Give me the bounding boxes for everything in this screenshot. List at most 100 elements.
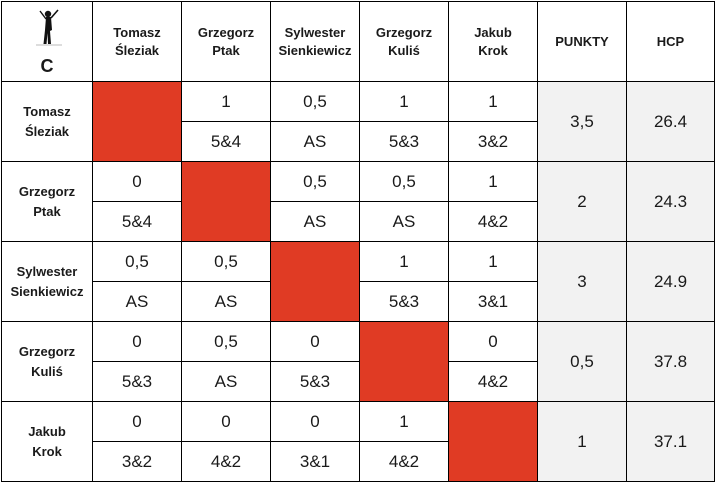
golfer-icon bbox=[36, 9, 62, 46]
row-header-last: Ptak bbox=[33, 203, 61, 219]
row-header-first: Tomasz bbox=[23, 103, 71, 119]
match-points: 1 bbox=[181, 81, 271, 122]
column-header: Grzegorz Ptak bbox=[181, 1, 271, 82]
row-header: Grzegorz Kuliś bbox=[1, 321, 93, 402]
column-header-last: Sienkiewicz bbox=[278, 42, 352, 58]
match-points: 0 bbox=[270, 321, 360, 362]
match-result: 4&2 bbox=[448, 201, 538, 242]
header-row: C Tomasz Śleziak Grzegorz Ptak Sylwester… bbox=[1, 1, 715, 82]
total-points: 2 bbox=[537, 161, 627, 242]
player-row: Tomasz Śleziak 1 0,5 1 1 3,5 26.4 bbox=[1, 81, 715, 162]
match-points: 1 bbox=[359, 81, 449, 122]
column-header-first: Jakub bbox=[474, 24, 512, 40]
corner-cell: C bbox=[1, 1, 93, 82]
hcp-header: HCP bbox=[626, 1, 715, 82]
self-match-cell bbox=[181, 161, 271, 242]
match-result: AS bbox=[181, 281, 271, 322]
match-result: AS bbox=[181, 361, 271, 402]
match-result: 4&2 bbox=[359, 441, 449, 482]
handicap: 37.1 bbox=[626, 401, 715, 482]
self-match-cell bbox=[359, 321, 449, 402]
total-points: 1 bbox=[537, 401, 627, 482]
match-result: 5&3 bbox=[270, 361, 360, 402]
handicap: 24.3 bbox=[626, 161, 715, 242]
self-match-cell bbox=[92, 81, 182, 162]
match-result: 5&3 bbox=[359, 281, 449, 322]
row-header-first: Grzegorz bbox=[18, 343, 76, 359]
group-label: C bbox=[40, 56, 54, 76]
player-row-results: 5&3 AS 5&3 4&2 bbox=[2, 361, 715, 402]
row-header: Jakub Krok bbox=[1, 401, 93, 482]
total-points: 3,5 bbox=[537, 81, 627, 162]
match-result: AS bbox=[270, 201, 360, 242]
player-row: Grzegorz Kuliś 0 0,5 0 0 0,5 37.8 bbox=[1, 321, 715, 402]
column-header-last: Śleziak bbox=[114, 42, 160, 58]
column-header-last: Krok bbox=[478, 42, 508, 58]
row-header-first: Sylwester bbox=[16, 263, 78, 279]
match-result: 3&2 bbox=[448, 121, 538, 162]
player-row: Sylwester Sienkiewicz 0,5 0,5 1 1 3 24.9 bbox=[1, 241, 715, 322]
handicap: 26.4 bbox=[626, 81, 715, 162]
match-result: AS bbox=[92, 281, 182, 322]
match-result: 3&1 bbox=[448, 281, 538, 322]
row-header-last: Sienkiewicz bbox=[10, 283, 84, 299]
match-result: 3&1 bbox=[270, 441, 360, 482]
points-header: PUNKTY bbox=[537, 1, 627, 82]
match-points: 0 bbox=[270, 401, 360, 442]
row-header-last: Śleziak bbox=[24, 123, 70, 139]
match-points: 0,5 bbox=[181, 241, 271, 282]
match-points: 1 bbox=[448, 161, 538, 202]
match-points: 1 bbox=[359, 241, 449, 282]
row-header-last: Krok bbox=[32, 443, 62, 459]
match-result: AS bbox=[270, 121, 360, 162]
match-points: 1 bbox=[448, 241, 538, 282]
player-row: Jakub Krok 0 0 0 1 1 37.1 bbox=[1, 401, 715, 482]
column-header-last: Kuliś bbox=[388, 42, 420, 58]
match-points: 0,5 bbox=[359, 161, 449, 202]
column-header-first: Grzegorz bbox=[197, 24, 255, 40]
match-points: 1 bbox=[448, 81, 538, 122]
match-points: 0 bbox=[448, 321, 538, 362]
handicap: 24.9 bbox=[626, 241, 715, 322]
match-points: 0 bbox=[92, 401, 182, 442]
total-points: 0,5 bbox=[537, 321, 627, 402]
column-header-last: Ptak bbox=[212, 42, 240, 58]
match-result: 4&2 bbox=[448, 361, 538, 402]
column-header-first: Sylwester bbox=[284, 24, 346, 40]
match-result: AS bbox=[359, 201, 449, 242]
match-result: 5&4 bbox=[92, 201, 182, 242]
match-points: 0,5 bbox=[181, 321, 271, 362]
column-header-first: Tomasz bbox=[113, 24, 161, 40]
row-header-first: Grzegorz bbox=[18, 183, 76, 199]
match-result: 4&2 bbox=[181, 441, 271, 482]
row-header: Sylwester Sienkiewicz bbox=[1, 241, 93, 322]
row-header-first: Jakub bbox=[28, 423, 66, 439]
match-points: 0 bbox=[181, 401, 271, 442]
match-points: 1 bbox=[359, 401, 449, 442]
column-header: Grzegorz Kuliś bbox=[359, 1, 449, 82]
match-points: 0 bbox=[92, 161, 182, 202]
match-points: 0,5 bbox=[92, 241, 182, 282]
match-result: 5&3 bbox=[92, 361, 182, 402]
total-points: 3 bbox=[537, 241, 627, 322]
self-match-cell bbox=[270, 241, 360, 322]
column-header: Sylwester Sienkiewicz bbox=[270, 1, 360, 82]
player-row: Grzegorz Ptak 0 0,5 0,5 1 2 24.3 bbox=[1, 161, 715, 242]
match-result: 5&4 bbox=[181, 121, 271, 162]
match-result: 5&3 bbox=[359, 121, 449, 162]
handicap: 37.8 bbox=[626, 321, 715, 402]
match-points: 0,5 bbox=[270, 161, 360, 202]
column-header: Tomasz Śleziak bbox=[92, 1, 182, 82]
player-row-results: 3&2 4&2 3&1 4&2 bbox=[2, 441, 715, 482]
row-header-last: Kuliś bbox=[31, 363, 63, 379]
self-match-cell bbox=[448, 401, 538, 482]
match-points: 0 bbox=[92, 321, 182, 362]
row-header: Grzegorz Ptak bbox=[1, 161, 93, 242]
column-header: Jakub Krok bbox=[448, 1, 538, 82]
match-result: 3&2 bbox=[92, 441, 182, 482]
column-header-first: Grzegorz bbox=[375, 24, 433, 40]
match-points: 0,5 bbox=[270, 81, 360, 122]
row-header: Tomasz Śleziak bbox=[1, 81, 93, 162]
player-row-results: 5&4 AS AS 4&2 bbox=[2, 201, 715, 242]
